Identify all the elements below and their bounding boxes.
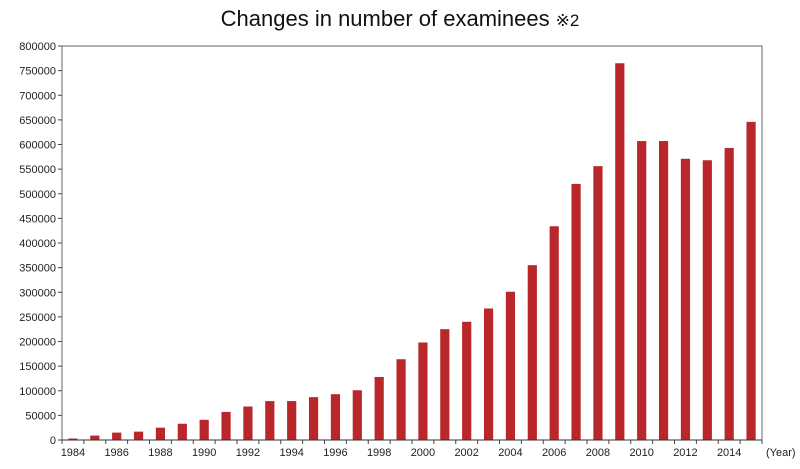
bar-2009 — [615, 63, 625, 441]
bar-2003 — [483, 308, 494, 440]
bar-1990 — [199, 419, 209, 440]
bar-1991 — [221, 411, 231, 440]
bar-2001 — [440, 329, 450, 440]
y-tick-label: 100000 — [19, 386, 56, 398]
chart-title-note: ※2 — [555, 11, 580, 30]
bar-1996 — [330, 394, 341, 440]
bar-1994 — [287, 401, 297, 440]
y-axis-ticks: 0 50000 100000 150000 200000 250000 300000 3500… — [19, 41, 62, 447]
y-tick-label: 700000 — [19, 90, 56, 102]
x-axis-ticks: 1984 1986 1988 1990 1992 1994 1996 1998 2000 2002… — [61, 440, 763, 459]
y-tick-label: 50000 — [25, 410, 56, 422]
bar-1997 — [352, 390, 362, 440]
bar-1987 — [133, 431, 144, 440]
x-tick-label: 2006 — [542, 447, 566, 459]
bar-2004 — [505, 291, 516, 440]
bar-1993 — [265, 401, 275, 440]
bar-1999 — [396, 359, 406, 440]
y-tick-label: 300000 — [19, 287, 56, 299]
bar-2002 — [462, 321, 472, 440]
bar-1986 — [112, 432, 122, 440]
bar-2013 — [702, 160, 712, 440]
x-tick-label: 1996 — [323, 447, 347, 459]
bar-2012 — [680, 158, 691, 440]
x-tick-label: 1998 — [367, 447, 391, 459]
bar-1984 — [68, 438, 78, 440]
y-tick-label: 350000 — [19, 263, 56, 275]
bar-2000 — [418, 342, 428, 440]
y-tick-label: 200000 — [19, 337, 56, 349]
bar-2008 — [593, 166, 603, 441]
x-tick-label: 2008 — [586, 447, 610, 459]
y-tick-label: 500000 — [19, 189, 56, 201]
bar-1985 — [90, 435, 100, 440]
x-tick-label: 1994 — [279, 447, 303, 459]
x-tick-label: 2000 — [411, 447, 435, 459]
y-tick-label: 250000 — [19, 312, 56, 324]
bar-2005 — [527, 265, 537, 440]
bar-2015 — [746, 121, 756, 440]
bars — [68, 63, 756, 441]
bar-1989 — [177, 423, 187, 440]
x-tick-label: 2010 — [629, 447, 653, 459]
bar-2007 — [571, 183, 581, 440]
x-tick-label: 1986 — [104, 447, 128, 459]
bar-2011 — [658, 141, 669, 441]
chart-title-text: Changes in number of examinees — [220, 6, 550, 31]
x-tick-label: 1990 — [192, 447, 216, 459]
y-tick-label: 800000 — [19, 41, 56, 53]
y-tick-label: 0 — [50, 435, 56, 447]
x-tick-label: 2002 — [454, 447, 478, 459]
x-tick-label: 2012 — [673, 447, 697, 459]
y-tick-label: 600000 — [19, 140, 56, 152]
chart-title: Changes in number of examinees ※2 — [0, 6, 800, 32]
y-tick-label: 450000 — [19, 213, 56, 225]
x-tick-label: 1988 — [148, 447, 172, 459]
bar-1998 — [374, 376, 384, 440]
y-tick-label: 550000 — [19, 164, 56, 176]
bar-1995 — [308, 397, 319, 440]
plot-frame — [61, 45, 763, 441]
y-tick-label: 400000 — [19, 238, 56, 250]
y-tick-label: 750000 — [19, 66, 56, 78]
bar-1988 — [155, 427, 166, 440]
x-tick-label: 2014 — [717, 447, 741, 459]
bar-2010 — [637, 141, 647, 441]
y-tick-label: 650000 — [19, 115, 56, 127]
bar-2014 — [724, 147, 734, 440]
x-tick-label: 1992 — [236, 447, 260, 459]
x-tick-label: 2004 — [498, 447, 522, 459]
x-axis-unit-label: (Year) — [766, 447, 796, 459]
bar-1992 — [243, 406, 253, 440]
x-tick-label: 1984 — [61, 447, 85, 459]
bar-2006 — [549, 226, 559, 440]
y-tick-label: 150000 — [19, 361, 56, 373]
